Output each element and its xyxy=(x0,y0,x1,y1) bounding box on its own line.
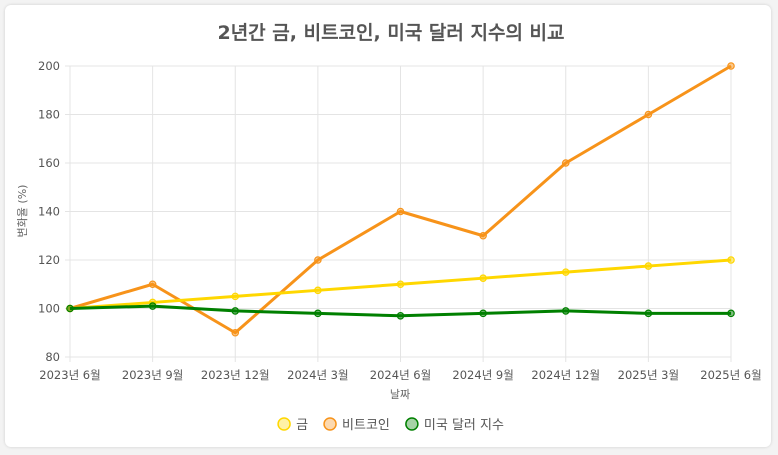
x-tick-label: 2024년 6월 xyxy=(370,368,431,382)
series-lines xyxy=(66,62,735,337)
chart-title: 2년간 금, 비트코인, 미국 달러 지수의 비교 xyxy=(217,22,564,44)
x-tick-label: 2025년 3월 xyxy=(618,368,679,382)
x-tick-label: 2024년 9월 xyxy=(452,368,513,382)
y-tick-label: 80 xyxy=(45,350,60,364)
data-point[interactable] xyxy=(644,262,653,270)
legend-marker xyxy=(277,417,291,431)
legend-label: 금 xyxy=(296,418,308,433)
data-point[interactable] xyxy=(727,256,735,264)
legend-item-2[interactable]: 미국 달러 지수 xyxy=(405,417,504,433)
data-point[interactable] xyxy=(396,280,405,289)
y-axis-title: 변화율 (%) xyxy=(16,185,29,238)
chart-card xyxy=(5,5,771,447)
x-axis-ticks: 2023년 6월 2023년 9월 2023년 12월 2024년 3월 2024년 6… xyxy=(39,368,761,382)
legend-marker xyxy=(405,417,419,431)
y-tick-label: 120 xyxy=(38,253,60,267)
data-point[interactable] xyxy=(396,311,405,320)
x-tick-label: 2024년 3월 xyxy=(287,368,348,382)
data-point[interactable] xyxy=(561,159,570,167)
x-tick-label: 2023년 6월 xyxy=(39,368,100,382)
legend-item-1[interactable]: 비트코인 xyxy=(323,417,390,433)
data-point[interactable] xyxy=(396,207,405,216)
data-point[interactable] xyxy=(727,309,735,318)
legend-label: 비트코인 xyxy=(342,418,390,433)
x-tick-label: 2025년 6월 xyxy=(700,368,761,382)
legend: 금 비트코인 미국 달러 지수 xyxy=(277,417,504,433)
x-axis-title: 날짜 xyxy=(390,388,410,401)
data-point[interactable] xyxy=(148,280,157,289)
data-point[interactable] xyxy=(66,304,74,313)
data-point[interactable] xyxy=(314,286,322,295)
data-point[interactable] xyxy=(644,309,653,318)
data-point[interactable] xyxy=(231,292,240,301)
y-tick-label: 140 xyxy=(38,205,60,219)
data-point[interactable] xyxy=(479,231,487,240)
y-tick-label: 200 xyxy=(38,59,60,73)
data-point[interactable] xyxy=(479,309,487,318)
data-point[interactable] xyxy=(644,110,653,119)
y-tick-label: 100 xyxy=(38,302,60,316)
y-axis-ticks: 80 100 120 140 160 180 200 xyxy=(38,59,60,364)
y-tick-label: 160 xyxy=(38,156,60,170)
data-point[interactable] xyxy=(561,307,570,315)
data-point[interactable] xyxy=(479,274,487,282)
data-point[interactable] xyxy=(314,256,322,264)
data-point[interactable] xyxy=(727,62,735,70)
data-point[interactable] xyxy=(314,309,322,318)
data-point[interactable] xyxy=(561,268,570,276)
legend-marker xyxy=(323,417,337,431)
x-tick-label: 2023년 9월 xyxy=(122,368,183,382)
x-tick-label: 2024년 12월 xyxy=(531,368,600,382)
x-tick-label: 2023년 12월 xyxy=(201,368,270,382)
series-2 xyxy=(66,302,735,320)
legend-label: 미국 달러 지수 xyxy=(424,418,504,433)
data-point[interactable] xyxy=(231,328,240,337)
data-point[interactable] xyxy=(231,307,240,315)
data-point[interactable] xyxy=(148,302,157,310)
legend-item-0[interactable]: 금 xyxy=(277,417,308,433)
y-tick-label: 180 xyxy=(38,108,60,122)
